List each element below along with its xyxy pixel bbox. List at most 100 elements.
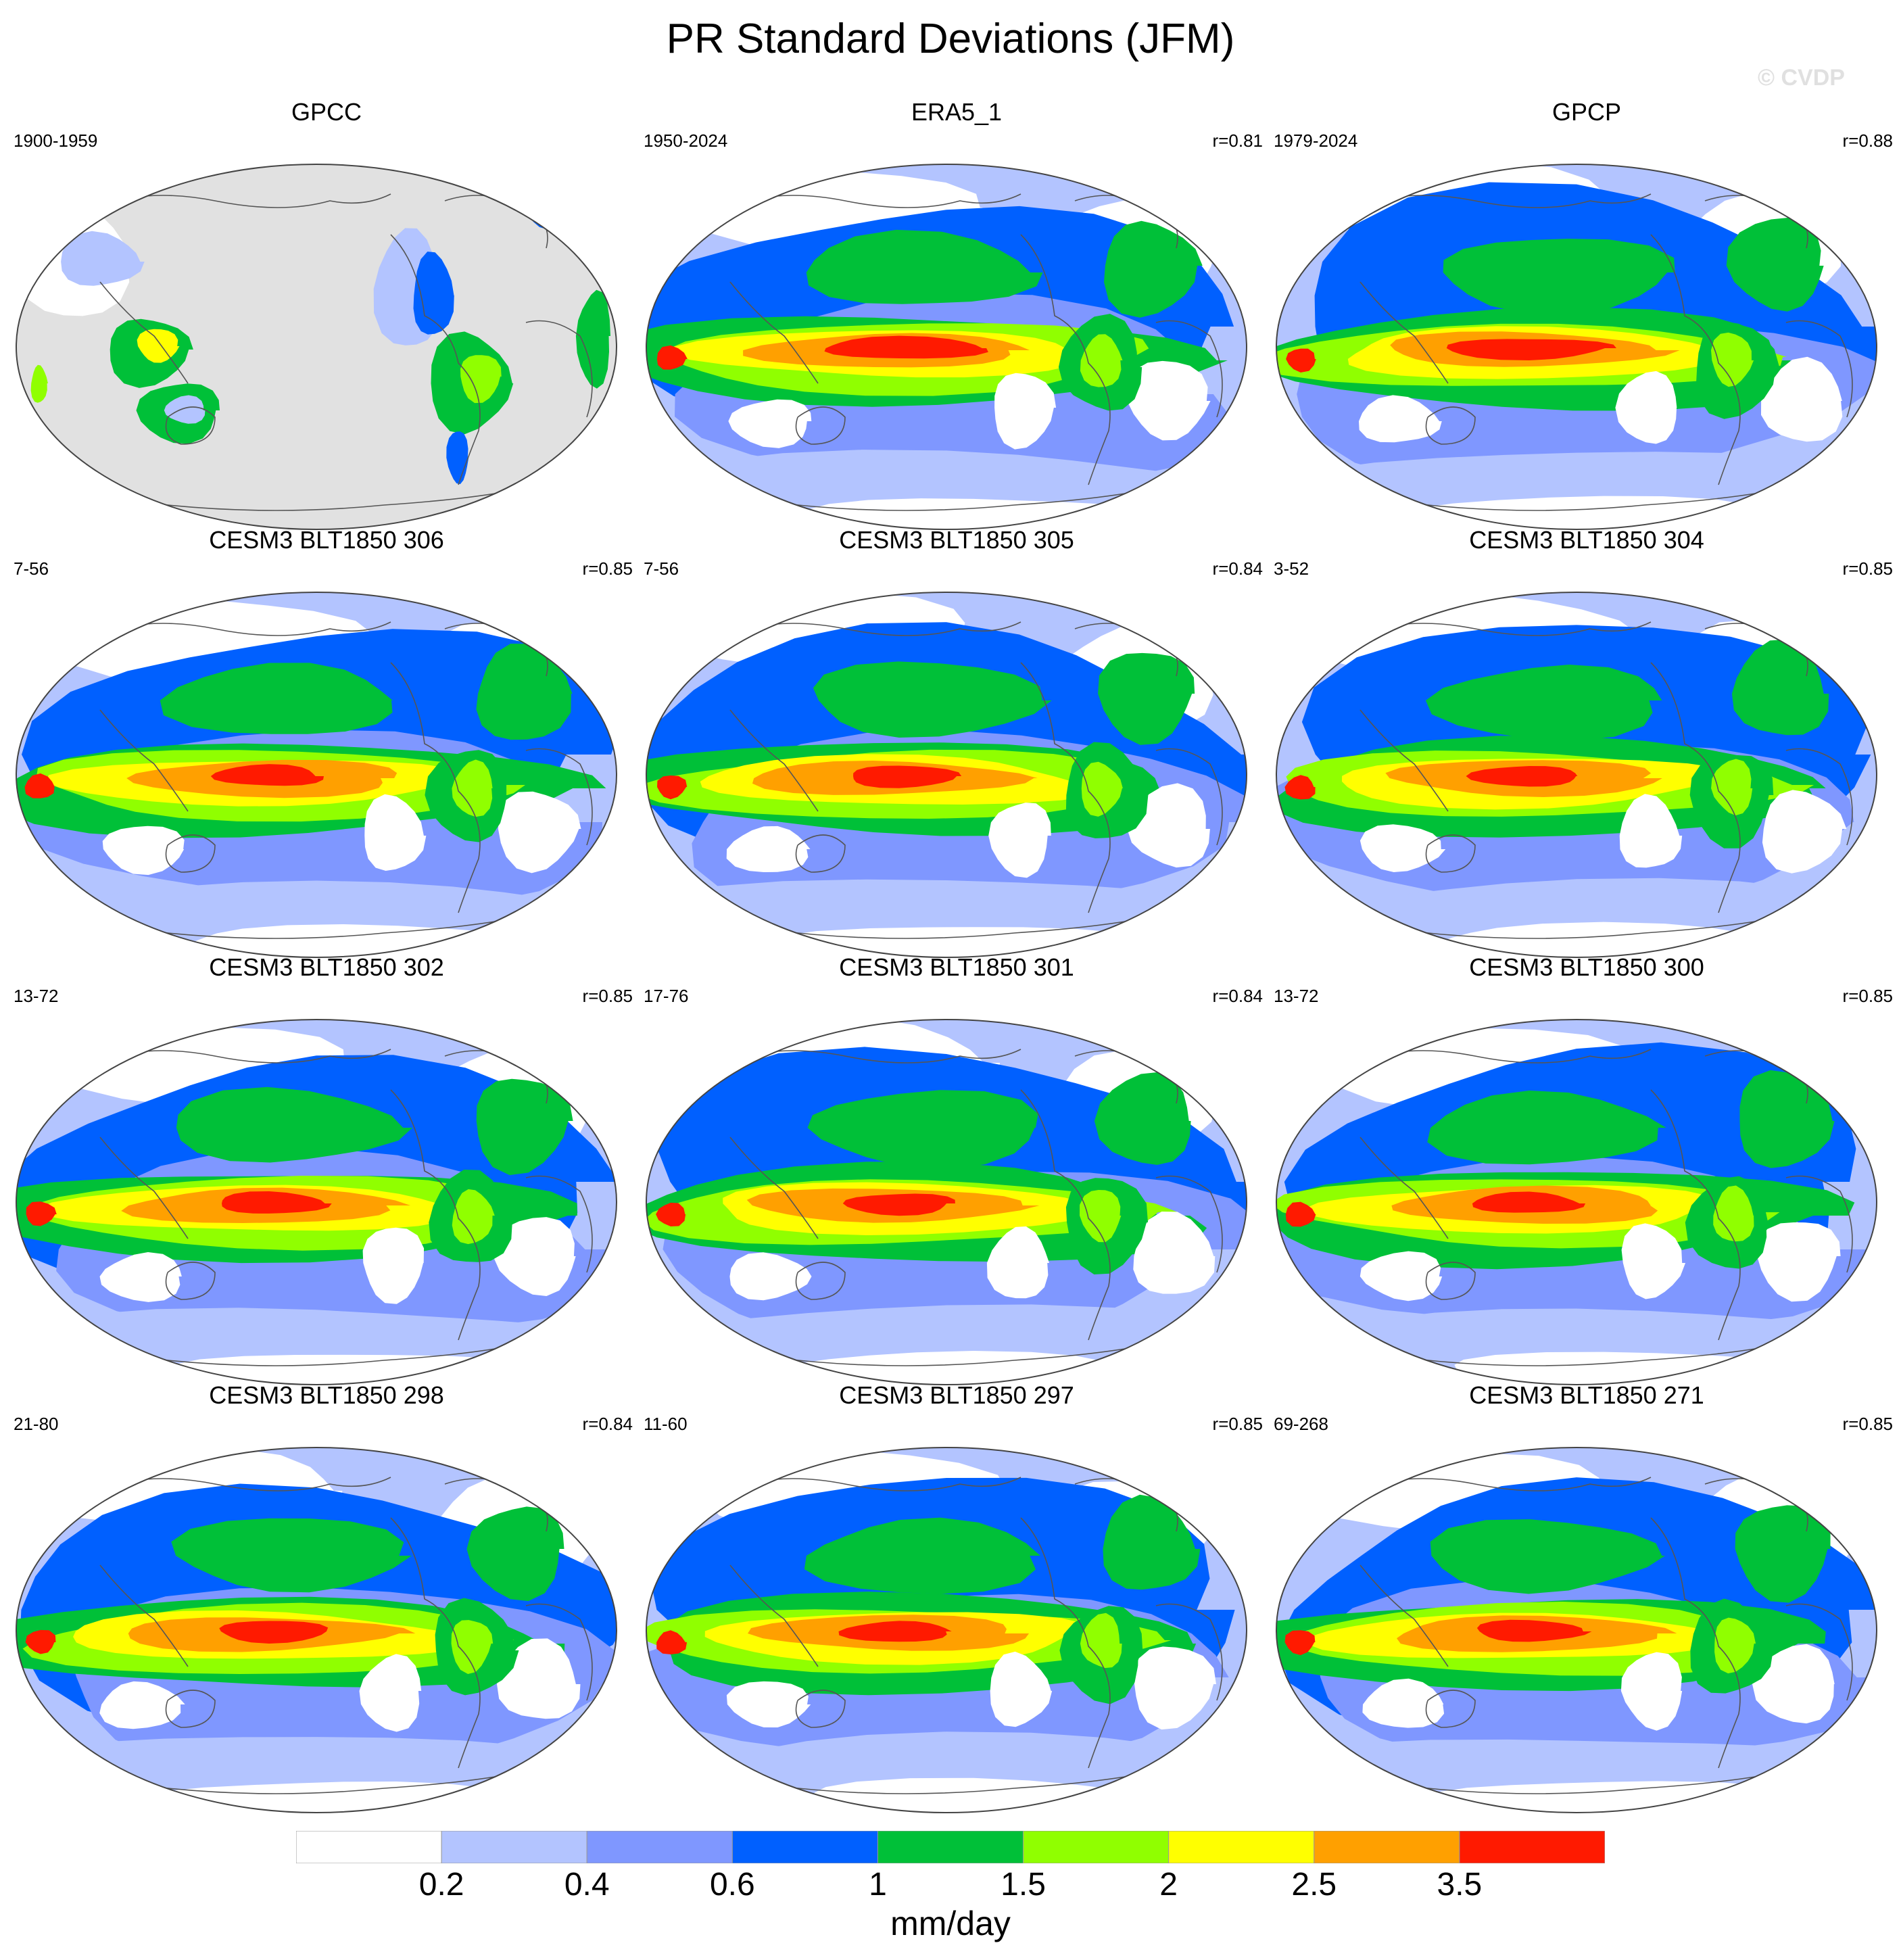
globe-outline xyxy=(16,1447,617,1813)
globe-map xyxy=(1276,164,1877,530)
panel-title: GPCP xyxy=(1551,98,1622,126)
coastline xyxy=(165,1262,216,1300)
precip-field xyxy=(16,1448,617,1813)
map-panel: GPCP 1979-2024 r=0.88 xyxy=(1272,98,1901,531)
colorbar-tick-label: 2.5 xyxy=(1291,1867,1337,1903)
panel-title: CESM3 BLT1850 306 xyxy=(209,526,444,554)
colorbar-swatch xyxy=(1314,1831,1460,1863)
panel-correlation: r=0.85 xyxy=(1212,1414,1263,1434)
coastline xyxy=(729,1137,819,1239)
coastline xyxy=(99,1564,189,1667)
colorbar-swatch xyxy=(296,1831,442,1863)
colorbar-tick-label: 0.6 xyxy=(709,1867,755,1903)
coastline xyxy=(390,234,481,485)
panel-years: 17-76 xyxy=(644,986,689,1006)
coastline xyxy=(1785,320,1853,418)
colorbar-swatch xyxy=(1023,1831,1170,1863)
globe-map xyxy=(646,1019,1247,1385)
coastline xyxy=(1020,1517,1111,1769)
colorbar-tick-label: 1.5 xyxy=(1001,1867,1046,1903)
globe-map xyxy=(646,164,1247,530)
colorbar-units: mm/day xyxy=(890,1905,1011,1942)
coastline xyxy=(525,320,593,418)
map-panel: GPCC 1900-1959 xyxy=(12,98,641,531)
panel-title: CESM3 BLT1850 305 xyxy=(839,526,1074,554)
panel-years: 11-60 xyxy=(644,1414,688,1434)
coastline xyxy=(795,406,846,445)
map-panel: CESM3 BLT1850 302 13-72 r=0.85 xyxy=(12,953,641,1386)
coastline xyxy=(1425,406,1476,445)
panel-years: 3-52 xyxy=(1274,558,1309,579)
precip-field xyxy=(1276,592,1877,957)
colorbar-tick-label: 2 xyxy=(1159,1867,1178,1903)
map-panel: ERA5_1 1950-2024 r=0.81 xyxy=(642,98,1271,531)
coastline xyxy=(390,662,481,913)
globe-map xyxy=(16,164,617,530)
coastline xyxy=(1155,1603,1223,1701)
figure-title: PR Standard Deviations (JFM) xyxy=(666,16,1235,62)
panel-years: 69-268 xyxy=(1274,1414,1328,1434)
colorbar-swatch xyxy=(1459,1831,1605,1863)
colorbar-swatch xyxy=(586,1831,733,1863)
coastline xyxy=(99,709,189,812)
coastline xyxy=(165,1690,216,1728)
coastline xyxy=(525,1603,593,1701)
panel-title: CESM3 BLT1850 304 xyxy=(1469,526,1704,554)
panel-title: ERA5_1 xyxy=(911,98,1003,126)
coastline xyxy=(165,834,216,873)
map-panel: CESM3 BLT1850 300 13-72 r=0.85 xyxy=(1272,953,1901,1386)
colorbar-labels: 0.2 0.4 0.6 1 1.5 2 2.5 3.5 xyxy=(0,1866,1901,1907)
colorbar-swatch xyxy=(441,1831,587,1863)
globe-map xyxy=(1276,1447,1877,1813)
coastline xyxy=(795,1262,846,1300)
coastline xyxy=(729,1564,819,1667)
coastline xyxy=(1650,1517,1741,1769)
coastline xyxy=(1785,1175,1853,1273)
coastline xyxy=(795,1690,846,1728)
panel-correlation: r=0.85 xyxy=(1842,558,1893,579)
precip-field xyxy=(1276,1020,1877,1385)
coastline xyxy=(795,834,846,873)
map-panel: CESM3 BLT1850 306 7-56 r=0.85 xyxy=(12,526,641,959)
coastline xyxy=(525,1175,593,1273)
cvdp-watermark: © CVDP xyxy=(1758,65,1845,91)
coastline xyxy=(99,1137,189,1239)
panel-years: 7-56 xyxy=(644,558,679,579)
globe-map xyxy=(1276,1019,1877,1385)
panel-years: 13-72 xyxy=(1274,986,1319,1006)
globe-outline xyxy=(646,1447,1247,1813)
panel-correlation: r=0.84 xyxy=(1212,986,1263,1006)
globe-map xyxy=(1276,592,1877,958)
panel-years: 13-72 xyxy=(14,986,59,1006)
coastline xyxy=(1785,748,1853,846)
coastline xyxy=(1155,748,1223,846)
globe-outline xyxy=(16,164,617,530)
coastline xyxy=(1020,1089,1111,1341)
coastline xyxy=(1425,1262,1476,1300)
precip-field xyxy=(646,1448,1247,1813)
coastline xyxy=(729,281,819,384)
panel-correlation: r=0.88 xyxy=(1842,130,1893,151)
colorbar-tick-label: 0.4 xyxy=(564,1867,610,1903)
map-panel: CESM3 BLT1850 297 11-60 r=0.85 xyxy=(642,1381,1271,1814)
panel-correlation: r=0.84 xyxy=(1212,558,1263,579)
coastline xyxy=(165,406,216,445)
coastline xyxy=(1650,234,1741,485)
panel-years: 1979-2024 xyxy=(1274,130,1358,151)
precip-field xyxy=(16,592,617,957)
precip-field xyxy=(1276,1448,1877,1813)
panel-title: CESM3 BLT1850 300 xyxy=(1469,953,1704,981)
map-panel: CESM3 BLT1850 298 21-80 r=0.84 xyxy=(12,1381,641,1814)
globe-map xyxy=(16,592,617,958)
precip-field xyxy=(1276,164,1877,529)
panel-correlation: r=0.84 xyxy=(582,1414,633,1434)
colorbar-tick-label: 1 xyxy=(869,1867,887,1903)
coastline xyxy=(1155,320,1223,418)
globe-outline xyxy=(646,1019,1247,1385)
coastline xyxy=(525,748,593,846)
globe-outline xyxy=(16,592,617,958)
globe-outline xyxy=(646,164,1247,530)
coastline xyxy=(729,709,819,812)
coastline xyxy=(1359,709,1449,812)
coastline xyxy=(1359,1564,1449,1667)
